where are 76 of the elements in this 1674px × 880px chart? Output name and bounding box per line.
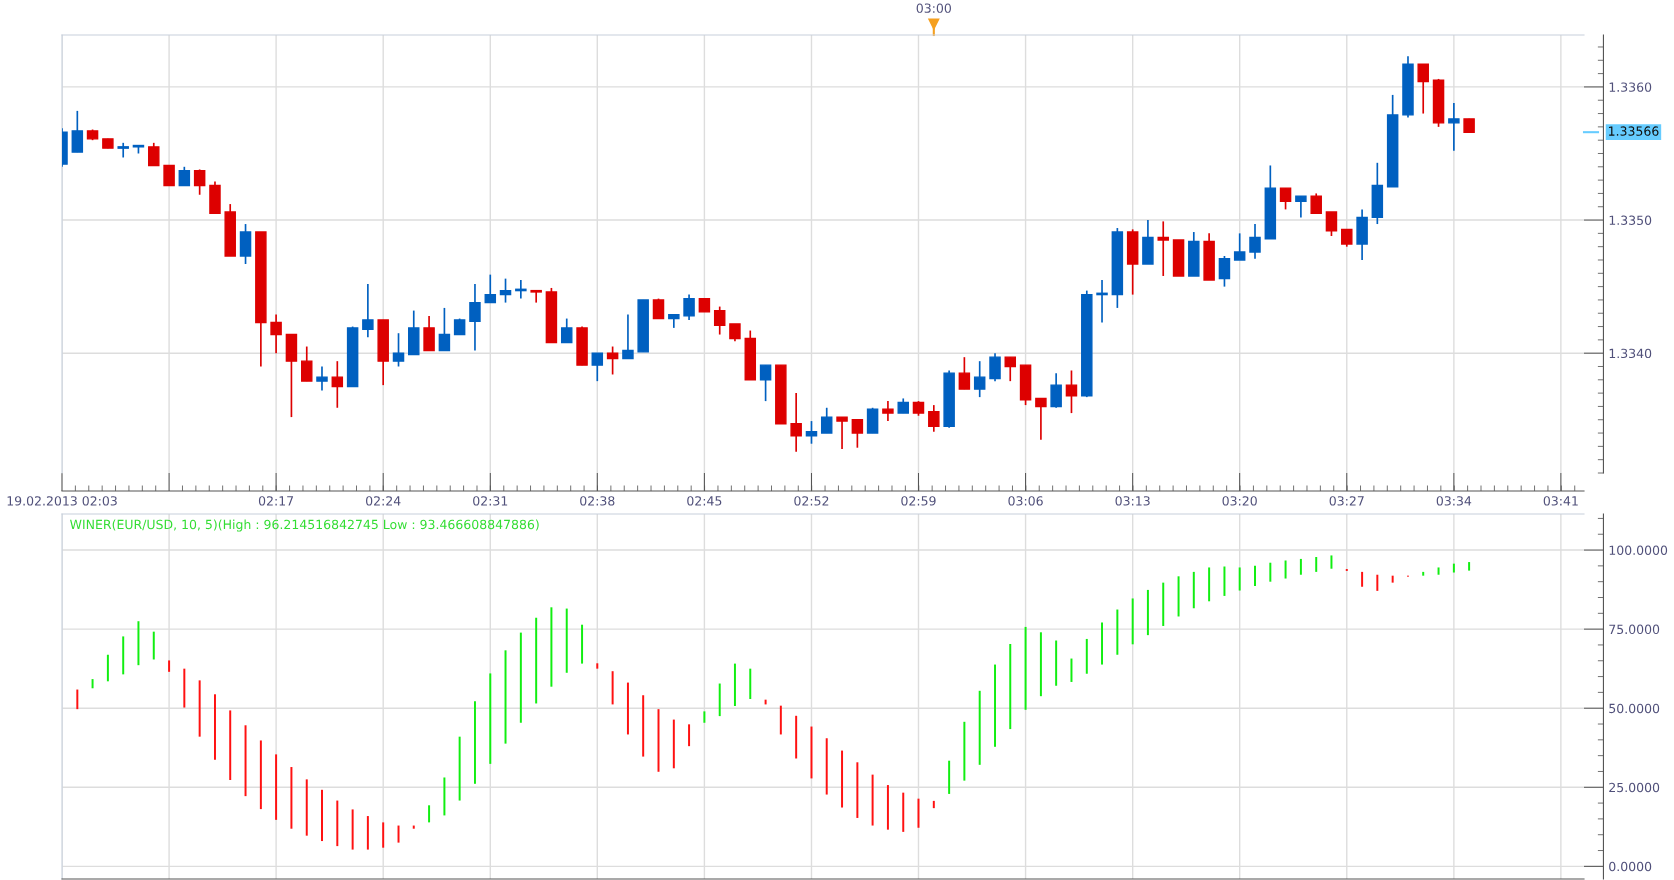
candlestick <box>683 293 695 321</box>
y-tick-label: 1.3340 <box>1609 348 1652 359</box>
candlestick <box>178 165 191 187</box>
ref-line-label: 1.33566 <box>1608 126 1659 136</box>
candlestick <box>790 392 802 453</box>
candlestick <box>1157 220 1169 277</box>
candlestick <box>882 400 894 422</box>
x-tick-label: 02:59 <box>901 496 936 506</box>
candlestick <box>1050 372 1062 409</box>
candlestick <box>1417 63 1429 115</box>
candlestick <box>866 406 879 434</box>
ref-line-label: 03:00 <box>916 3 951 13</box>
y-tick-label: 1.3350 <box>1609 215 1652 225</box>
y-tick-label: 1.3360 <box>1609 82 1652 92</box>
candlestick <box>163 164 175 187</box>
x-tick-label: 03:06 <box>1008 496 1043 506</box>
candlestick <box>484 273 497 304</box>
chart-title: WINER(EUR/USD, 10, 5)(High : 96.214516842745 Low : 93.466608847886) <box>70 519 539 532</box>
candlestick <box>836 416 848 450</box>
candlestick <box>1233 232 1246 261</box>
x-tick-label: 02:45 <box>687 496 722 506</box>
x-tick-label: 03:20 <box>1222 496 1257 506</box>
candlestick <box>148 142 160 167</box>
x-tick-label: 03:34 <box>1436 496 1472 506</box>
candlestick <box>239 223 252 265</box>
candlestick <box>1295 195 1307 219</box>
candlestick <box>316 365 328 392</box>
candlestick <box>1310 192 1322 215</box>
candlestick <box>958 356 971 390</box>
candlestick <box>591 352 604 382</box>
y-tick-label: 50.0000 <box>1609 703 1660 714</box>
x-tick-label: 03:13 <box>1115 496 1150 506</box>
candlestick <box>362 283 374 339</box>
candlestick <box>1249 223 1261 260</box>
candlestick <box>1065 369 1078 414</box>
y-tick-label: 75.0000 <box>1609 624 1660 635</box>
candlestick <box>392 332 405 368</box>
candlestick <box>989 352 1001 382</box>
x-tick-label: 02:24 <box>366 496 401 506</box>
candlestick <box>423 315 435 352</box>
candlestick <box>851 418 864 449</box>
x-tick-label: 02:52 <box>794 496 829 506</box>
candlestick <box>805 420 818 445</box>
candlestick <box>606 345 619 376</box>
candlestick <box>759 364 772 402</box>
candlestick <box>1004 356 1017 382</box>
candlestick <box>1218 255 1231 288</box>
candlestick <box>1035 397 1047 441</box>
candlestick <box>270 313 282 355</box>
candlestick <box>560 317 573 344</box>
candlestick <box>193 168 206 196</box>
y-tick-label: 0.0000 <box>1609 861 1652 872</box>
x-tick-label: 03:41 <box>1543 496 1578 506</box>
x-tick-label: 02:38 <box>580 496 615 506</box>
candlestick <box>71 110 84 153</box>
candlestick <box>820 406 833 434</box>
x-tick-label: 03:27 <box>1329 496 1364 506</box>
x-tick-label: 02:31 <box>473 496 508 506</box>
candlestick <box>1325 211 1338 237</box>
candlestick <box>469 283 481 352</box>
x-tick-label: 19.02.2013 02:03 <box>7 496 117 506</box>
candlestick <box>530 289 542 304</box>
candlestick <box>1448 102 1460 152</box>
candlestick <box>438 307 451 352</box>
candlestick <box>622 313 634 360</box>
x-tick-label: 02:17 <box>258 496 294 506</box>
y-tick-label: 100.0000 <box>1609 545 1668 555</box>
candlestick <box>331 360 344 409</box>
y-tick-label: 25.0000 <box>1609 782 1660 793</box>
candlestick <box>928 404 940 433</box>
candlestick <box>300 345 313 382</box>
candlestick <box>1279 187 1292 211</box>
candlestick <box>973 360 986 398</box>
candlestick <box>117 142 129 159</box>
candlestick <box>713 305 726 336</box>
candlestick <box>499 277 512 304</box>
